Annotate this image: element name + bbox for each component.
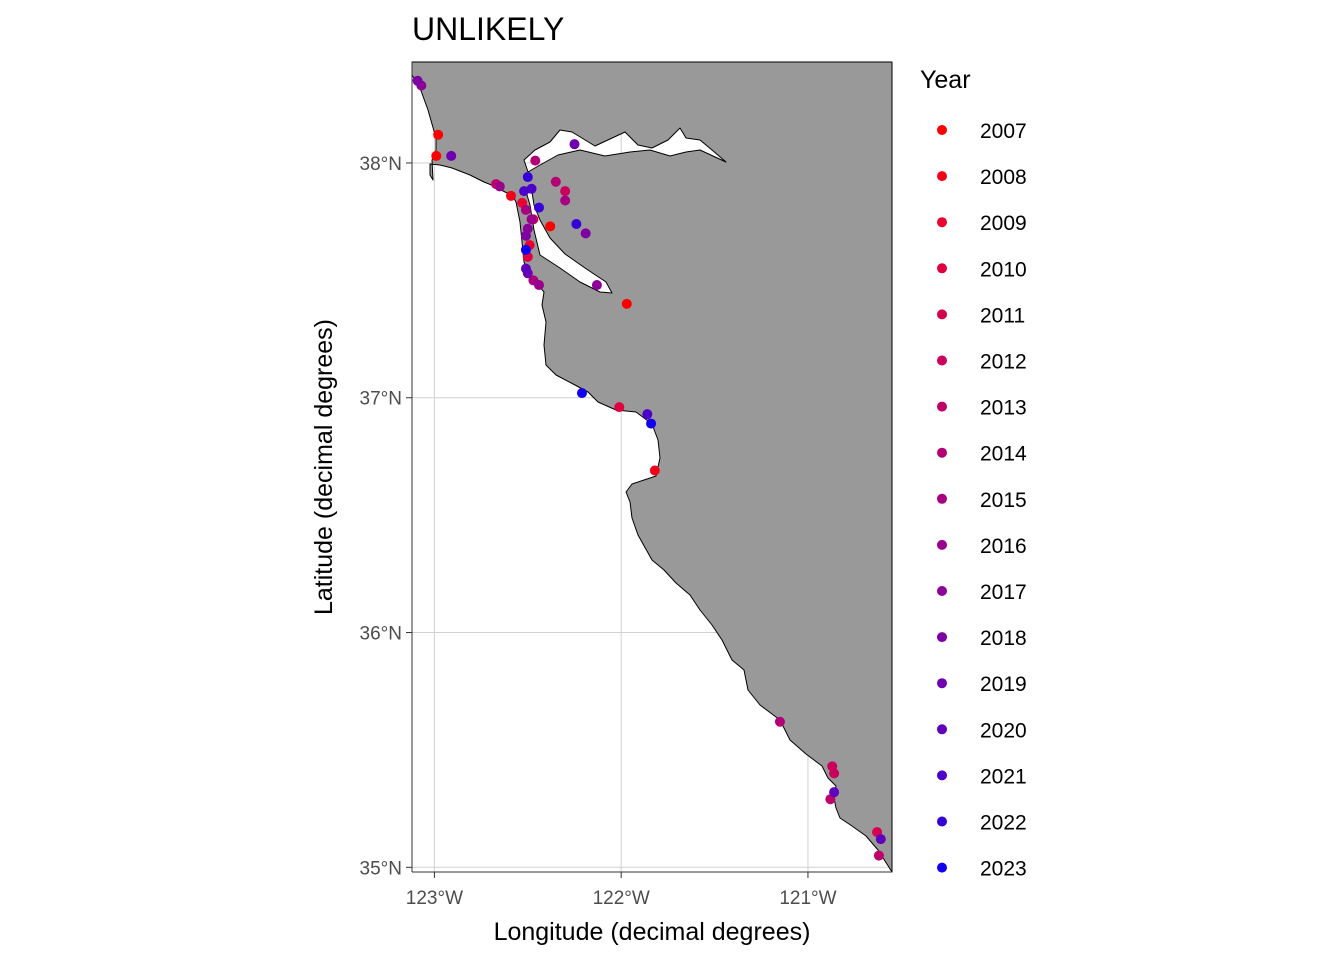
x-axis: 123°W 122°W 121°W bbox=[406, 872, 837, 909]
point-2020-0 bbox=[875, 834, 886, 845]
legend-key-2010 bbox=[937, 263, 947, 274]
point-2008-1 bbox=[649, 465, 660, 476]
x-tick-label: 122°W bbox=[593, 888, 650, 909]
legend-label-2010: 2010 bbox=[980, 258, 1027, 281]
point-2023-0 bbox=[576, 388, 587, 399]
point-2015-0 bbox=[520, 204, 531, 215]
y-tick-label: 38°N bbox=[360, 154, 402, 175]
y-tick-label: 37°N bbox=[360, 389, 402, 410]
legend-key-2011 bbox=[937, 309, 947, 320]
legend-label-2011: 2011 bbox=[980, 304, 1025, 327]
legend-label-2019: 2019 bbox=[980, 673, 1027, 696]
legend-key-2021 bbox=[937, 770, 947, 781]
point-2016-2 bbox=[534, 280, 545, 291]
legend-key-2019 bbox=[937, 678, 947, 689]
point-2007-2 bbox=[545, 221, 556, 232]
legend-key-2016 bbox=[937, 539, 947, 550]
y-axis-title: Latitude (decimal degrees) bbox=[310, 319, 338, 615]
legend-key-2012 bbox=[937, 355, 947, 366]
legend-label-2012: 2012 bbox=[980, 351, 1027, 374]
legend-key-2022 bbox=[937, 816, 947, 827]
legend-label-2018: 2018 bbox=[980, 627, 1027, 650]
legend-key-2014 bbox=[937, 447, 947, 458]
legend-key-2015 bbox=[937, 493, 947, 504]
point-2023-1 bbox=[646, 418, 657, 429]
point-2014-2 bbox=[550, 176, 561, 187]
legend-key-2009 bbox=[937, 217, 947, 228]
legend-label-2017: 2017 bbox=[980, 581, 1027, 604]
point-2018-0 bbox=[580, 228, 591, 239]
point-2020-2 bbox=[520, 263, 531, 274]
legend: Year 2007 2008 2009 2010 2011 2012 2013 2014 201… bbox=[920, 66, 1027, 881]
legend-key-2018 bbox=[937, 632, 947, 643]
point-2022-0 bbox=[522, 172, 533, 183]
point-2021-1 bbox=[642, 409, 653, 420]
legend-label-2020: 2020 bbox=[980, 719, 1027, 742]
legend-label-2007: 2007 bbox=[980, 120, 1027, 143]
legend-key-2017 bbox=[937, 586, 947, 596]
legend-key-2008 bbox=[937, 171, 947, 182]
point-2020-1 bbox=[829, 787, 840, 798]
point-2016-1 bbox=[526, 214, 537, 225]
map-panel bbox=[411, 61, 893, 873]
legend-key-2013 bbox=[937, 401, 947, 412]
legend-label-2014: 2014 bbox=[980, 443, 1027, 466]
point-2021-2 bbox=[526, 183, 537, 194]
legend-label-2016: 2016 bbox=[980, 535, 1027, 558]
legend-key-2023 bbox=[937, 862, 947, 873]
y-tick-label: 36°N bbox=[360, 624, 402, 645]
point-2013-0 bbox=[873, 850, 884, 861]
legend-label-2008: 2008 bbox=[980, 166, 1027, 189]
point-2010-1 bbox=[614, 402, 625, 413]
legend-label-2009: 2009 bbox=[980, 212, 1027, 235]
point-2012-1 bbox=[829, 768, 840, 779]
y-axis: 35°N 36°N 37°N 38°N bbox=[360, 154, 412, 879]
legend-label-2022: 2022 bbox=[980, 812, 1027, 835]
point-2019-0 bbox=[569, 139, 580, 150]
legend-title: Year bbox=[920, 66, 971, 94]
point-2007-1 bbox=[431, 150, 442, 161]
legend-key-2007 bbox=[937, 125, 947, 135]
point-2014-0 bbox=[530, 155, 541, 166]
point-2007-3 bbox=[621, 298, 632, 309]
point-2015-1 bbox=[560, 195, 571, 206]
point-2018-2 bbox=[412, 75, 423, 86]
y-tick-label: 35°N bbox=[360, 858, 402, 879]
legend-key-2020 bbox=[937, 724, 947, 735]
point-2022-2 bbox=[571, 219, 582, 229]
data-points bbox=[412, 75, 886, 861]
point-2019-1 bbox=[446, 150, 457, 161]
point-2014-1 bbox=[774, 716, 785, 727]
point-2022-1 bbox=[534, 202, 545, 213]
x-tick-label: 123°W bbox=[406, 888, 463, 909]
legend-label-2021: 2021 bbox=[980, 765, 1027, 788]
point-2016-0 bbox=[494, 181, 505, 192]
point-2007-0 bbox=[433, 129, 444, 140]
x-tick-label: 121°W bbox=[779, 888, 836, 909]
legend-label-2023: 2023 bbox=[980, 858, 1027, 881]
point-2018-1 bbox=[520, 230, 531, 241]
point-2008-0 bbox=[505, 190, 516, 201]
legend-label-2013: 2013 bbox=[980, 397, 1027, 420]
point-2017-1 bbox=[591, 280, 602, 291]
legend-label-2015: 2015 bbox=[980, 489, 1027, 512]
land-mass bbox=[411, 61, 893, 873]
x-axis-title: Longitude (decimal degrees) bbox=[494, 918, 811, 946]
point-2012-2 bbox=[560, 186, 571, 197]
point-2023-2 bbox=[520, 244, 531, 255]
map-title: UNLIKELY bbox=[412, 11, 564, 47]
